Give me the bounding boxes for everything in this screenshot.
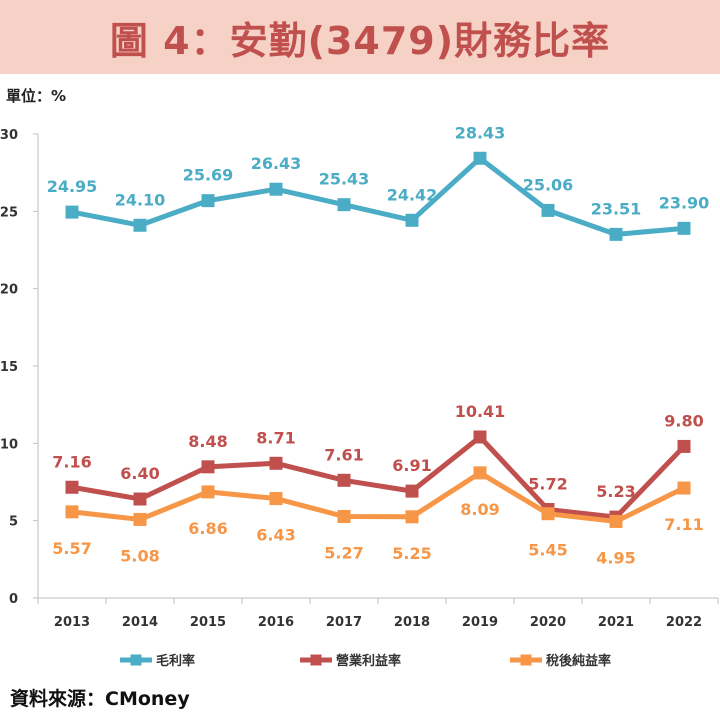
y-tick-label: 15 xyxy=(0,360,18,375)
data-point xyxy=(133,512,147,526)
y-tick-label: 25 xyxy=(0,205,18,220)
data-point xyxy=(65,480,79,494)
data-label: 5.08 xyxy=(120,546,159,565)
data-label: 23.51 xyxy=(591,199,642,218)
y-tick-label: 5 xyxy=(9,515,18,530)
data-label: 8.48 xyxy=(188,432,227,451)
data-label: 25.69 xyxy=(183,166,234,185)
data-point xyxy=(541,507,555,521)
data-point xyxy=(201,485,215,499)
source-label: 資料來源：CMoney xyxy=(10,688,190,710)
data-point xyxy=(65,505,79,519)
data-label: 8.09 xyxy=(460,500,499,519)
data-point xyxy=(133,218,147,232)
unit-label: 單位：% xyxy=(6,87,67,105)
data-point xyxy=(269,492,283,506)
x-tick-label: 2015 xyxy=(190,615,226,630)
legend-label: 稅後純益率 xyxy=(546,653,611,669)
data-label: 4.95 xyxy=(596,548,635,567)
data-point xyxy=(201,460,215,474)
data-label: 7.16 xyxy=(52,452,91,471)
x-tick-label: 2018 xyxy=(394,615,430,630)
data-label: 5.72 xyxy=(528,475,567,494)
series-line-2 xyxy=(71,470,686,524)
data-point xyxy=(677,481,691,495)
data-point xyxy=(133,492,147,506)
x-tick-label: 2022 xyxy=(666,615,702,630)
data-point xyxy=(269,456,283,470)
data-point xyxy=(473,151,487,165)
data-label: 6.91 xyxy=(392,456,431,475)
chart-title: 圖 4：安勤(3479)財務比率 xyxy=(109,18,611,63)
data-label: 26.43 xyxy=(251,154,302,173)
x-tick-label: 2016 xyxy=(258,615,294,630)
data-label: 5.23 xyxy=(596,482,635,501)
x-tick-label: 2013 xyxy=(54,615,90,630)
data-point xyxy=(541,203,555,217)
x-tick-label: 2017 xyxy=(326,615,362,630)
legend-swatch-marker xyxy=(520,654,532,666)
series-line-1 xyxy=(71,434,686,520)
data-label: 6.86 xyxy=(188,519,227,538)
data-label: 24.42 xyxy=(387,185,438,204)
data-label: 25.43 xyxy=(319,170,370,189)
y-tick-label: 10 xyxy=(0,437,18,452)
data-point xyxy=(677,221,691,235)
data-label: 24.95 xyxy=(47,177,98,196)
data-label: 7.11 xyxy=(664,515,703,534)
data-point xyxy=(405,213,419,227)
x-tick-label: 2020 xyxy=(530,615,566,630)
data-point xyxy=(405,510,419,524)
title-banner: 圖 4：安勤(3479)財務比率 xyxy=(0,0,720,74)
legend-swatch-marker xyxy=(310,654,322,666)
data-label: 8.71 xyxy=(256,428,295,447)
data-label: 23.90 xyxy=(659,193,710,212)
data-label: 5.45 xyxy=(528,541,567,560)
data-label: 5.27 xyxy=(324,543,363,562)
data-label: 5.57 xyxy=(52,539,91,558)
data-point xyxy=(609,227,623,241)
data-label: 28.43 xyxy=(455,123,506,142)
data-label: 24.10 xyxy=(115,190,166,209)
x-tick-label: 2021 xyxy=(598,615,634,630)
y-tick-label: 20 xyxy=(0,283,18,298)
x-tick-label: 2014 xyxy=(122,615,158,630)
data-point xyxy=(609,514,623,528)
y-tick-label: 30 xyxy=(0,128,18,143)
data-point xyxy=(677,439,691,453)
legend-label: 營業利益率 xyxy=(336,653,401,669)
data-point xyxy=(65,205,79,219)
data-point xyxy=(405,484,419,498)
data-point xyxy=(337,198,351,212)
data-label: 7.61 xyxy=(324,445,363,464)
data-label: 6.43 xyxy=(256,526,295,545)
data-label: 10.41 xyxy=(455,402,506,421)
x-tick-label: 2019 xyxy=(462,615,498,630)
legend-label: 毛利率 xyxy=(156,653,195,669)
series-line-0 xyxy=(71,155,685,237)
y-tick-label: 0 xyxy=(9,592,18,607)
data-label: 9.80 xyxy=(664,411,703,430)
data-point xyxy=(473,466,487,480)
data-label: 5.25 xyxy=(392,544,431,563)
data-point xyxy=(473,430,487,444)
data-point xyxy=(337,473,351,487)
data-label: 25.06 xyxy=(523,175,574,194)
data-point xyxy=(201,194,215,208)
legend-swatch-marker xyxy=(130,654,142,666)
data-label: 6.40 xyxy=(120,464,159,483)
data-point xyxy=(269,182,283,196)
data-point xyxy=(337,509,351,523)
